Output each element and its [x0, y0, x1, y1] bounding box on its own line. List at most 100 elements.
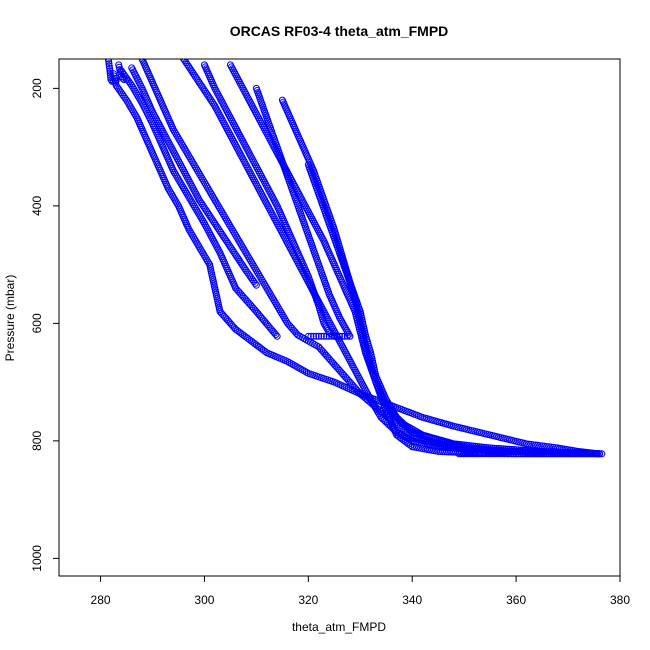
data-point	[565, 450, 573, 458]
y-tick-label: 1000	[30, 545, 44, 572]
data-point	[524, 450, 532, 458]
data-point	[230, 248, 238, 256]
plot-points	[104, 59, 606, 458]
data-point	[205, 93, 213, 101]
data-point	[273, 332, 281, 340]
data-point	[261, 347, 269, 355]
data-point	[218, 230, 226, 238]
data-point	[473, 450, 481, 458]
data-point	[507, 450, 515, 458]
data-point	[484, 450, 492, 458]
data-point	[570, 450, 578, 458]
data-point	[519, 450, 527, 458]
data-point	[105, 60, 113, 68]
data-point	[234, 254, 242, 262]
data-point	[510, 450, 518, 458]
data-point	[542, 450, 550, 458]
data-point	[226, 243, 234, 251]
data-point	[317, 332, 325, 340]
data-point	[556, 450, 564, 458]
data-point	[198, 200, 206, 208]
data-point	[202, 89, 210, 97]
data-point	[499, 445, 507, 453]
data-series	[226, 61, 603, 458]
y-tick-label: 600	[30, 313, 44, 333]
data-series	[304, 161, 468, 451]
y-tick-label: 400	[30, 196, 44, 216]
data-series	[128, 64, 260, 289]
data-point	[207, 214, 215, 222]
data-point	[455, 450, 463, 458]
data-point	[210, 218, 218, 226]
data-point	[323, 332, 331, 340]
data-point	[598, 450, 606, 458]
data-point	[187, 66, 195, 74]
data-point	[186, 64, 194, 72]
data-point	[459, 450, 467, 458]
data-point	[106, 64, 114, 72]
x-axis: 280 300 320 340 360 380	[91, 576, 630, 607]
data-point	[236, 257, 244, 265]
x-tick-label: 340	[402, 593, 422, 607]
data-point	[594, 450, 602, 458]
data-point	[535, 450, 543, 458]
data-point	[210, 100, 218, 108]
data-point	[407, 427, 415, 435]
data-point	[201, 88, 209, 96]
data-point	[220, 234, 228, 242]
data-point	[533, 450, 541, 458]
data-point	[105, 62, 113, 70]
data-point	[561, 450, 569, 458]
data-point	[196, 198, 204, 206]
data-point	[471, 450, 479, 458]
data-point	[183, 60, 191, 68]
data-point	[217, 229, 225, 237]
data-point	[482, 450, 490, 458]
data-point	[222, 236, 230, 244]
data-point	[213, 223, 221, 231]
plot-frame	[58, 58, 621, 577]
data-point	[505, 450, 513, 458]
data-point	[207, 97, 215, 105]
data-point	[304, 332, 312, 340]
data-point	[212, 221, 220, 229]
data-point	[462, 450, 470, 458]
data-point	[211, 220, 219, 227]
data-point	[223, 238, 231, 246]
x-tick-label: 360	[506, 593, 526, 607]
data-point	[208, 98, 216, 106]
data-point	[229, 247, 237, 255]
data-point	[531, 450, 539, 458]
data-point	[199, 201, 207, 209]
data-point	[232, 252, 240, 260]
data-point	[464, 450, 472, 458]
data-point	[196, 80, 204, 88]
data-point	[138, 59, 146, 63]
data-series	[110, 70, 603, 458]
data-point	[538, 450, 546, 458]
data-point	[202, 207, 210, 215]
data-point	[544, 450, 552, 458]
data-point	[320, 332, 328, 340]
data-point	[521, 450, 529, 458]
data-series	[180, 59, 603, 458]
data-point	[346, 332, 354, 340]
data-point	[231, 250, 239, 258]
data-point	[480, 450, 488, 458]
data-point	[251, 279, 259, 287]
data-point	[528, 450, 536, 458]
data-point	[568, 450, 576, 458]
data-point	[206, 95, 214, 103]
data-point	[325, 332, 333, 340]
data-point	[554, 450, 562, 458]
data-point	[514, 450, 522, 458]
data-point	[475, 450, 483, 458]
data-series	[455, 450, 606, 458]
data-point	[517, 450, 525, 458]
data-point	[466, 450, 474, 458]
data-point	[189, 69, 197, 77]
x-tick-label: 320	[298, 593, 318, 607]
y-axis: 200 400 600 800 1000	[30, 78, 59, 572]
x-tick-label: 300	[194, 593, 214, 607]
data-point	[512, 450, 520, 458]
